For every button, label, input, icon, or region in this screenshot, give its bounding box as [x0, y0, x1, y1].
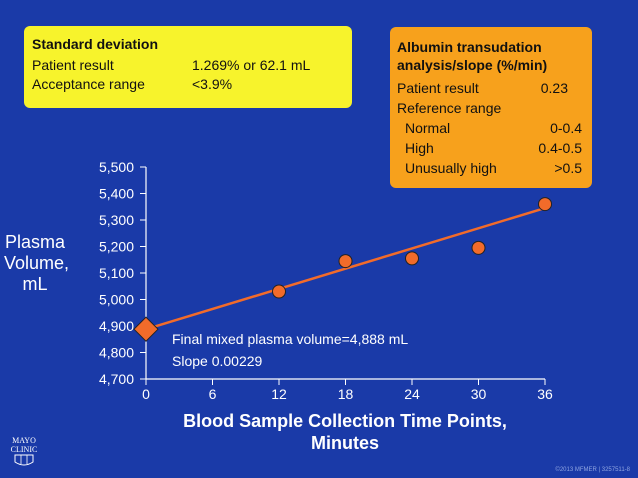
x-axis-label: Blood Sample Collection Time Points, Min…: [150, 410, 540, 454]
albumin-range-label: High: [405, 140, 434, 156]
y-tick-label: 5,100: [99, 265, 134, 281]
x-tick-label: 18: [338, 386, 354, 402]
x-tick-label: 30: [471, 386, 487, 402]
x-tick-label: 24: [404, 386, 420, 402]
shield-icon: [14, 454, 34, 466]
albumin-patient-row: Patient result 0.23: [397, 78, 582, 98]
data-point: [272, 284, 286, 299]
std-dev-acceptance-label: Acceptance range: [32, 76, 145, 92]
y-tick-label: 4,800: [99, 345, 134, 361]
albumin-range-value: 0.4-0.5: [538, 140, 582, 156]
albumin-range-value: 0-0.4: [550, 120, 582, 136]
albumin-reference-label: Reference range: [397, 100, 502, 116]
albumin-range-value: >0.5: [554, 160, 582, 176]
y-axis-label-line: Volume,: [4, 253, 70, 273]
y-tick-label: 5,400: [99, 186, 134, 202]
logo-line: CLINIC: [10, 445, 38, 454]
x-axis-label-line: Minutes: [310, 433, 379, 453]
chart-annotation: Final mixed plasma volume=4,888 mL Slope…: [172, 328, 408, 372]
std-dev-acceptance-value: <3.9%: [192, 76, 233, 92]
data-point: [405, 251, 419, 266]
data-point: [471, 240, 486, 255]
fit-line: [145, 206, 546, 331]
x-tick-label: 36: [537, 386, 553, 402]
intercept-marker: [133, 316, 159, 342]
albumin-reference-row: Reference range: [397, 98, 582, 118]
logo-line: MAYO: [12, 436, 36, 445]
x-tick-label: 0: [142, 386, 150, 402]
y-tick-label: 4,900: [99, 318, 134, 334]
y-tick-label: 5,500: [99, 159, 134, 175]
x-tick-label: 12: [271, 386, 287, 402]
annotation-final-volume: Final mixed plasma volume=4,888 mL: [172, 331, 409, 347]
std-dev-patient-value: 1.269% or 62.1 mL: [192, 57, 311, 73]
albumin-range-row: High 0.4-0.5: [397, 138, 582, 158]
y-tick-label: 5,000: [99, 292, 134, 308]
albumin-title-line1: Albumin transudation: [397, 39, 542, 55]
std-dev-patient-label: Patient result: [32, 57, 114, 73]
std-dev-title: Standard deviation: [32, 36, 159, 52]
copyright-text: ©2013 MFMER | 3257511-8: [555, 467, 630, 473]
data-point: [338, 254, 353, 269]
y-tick-label: 5,200: [99, 239, 134, 255]
albumin-range-row: Unusually high >0.5: [397, 158, 582, 178]
albumin-range-row: Normal 0-0.4: [397, 118, 582, 138]
albumin-range-label: Unusually high: [405, 160, 497, 176]
y-axis-label-line: mL: [22, 274, 48, 294]
albumin-patient-value: 0.23: [540, 80, 568, 96]
albumin-title: Albumin transudation analysis/slope (%/m…: [397, 38, 582, 74]
std-dev-row: Patient result 1.269% or 62.1 mL: [32, 57, 342, 73]
std-dev-row: Acceptance range <3.9%: [32, 76, 342, 92]
y-axis-label-line: Plasma: [4, 232, 66, 252]
albumin-patient-label: Patient result: [397, 80, 479, 96]
y-axis-label: Plasma Volume, mL: [4, 232, 70, 295]
x-tick-label: 6: [209, 386, 217, 402]
albumin-range-label: Normal: [405, 120, 451, 136]
albumin-title-line2: analysis/slope (%/min): [397, 57, 548, 73]
data-point: [538, 197, 552, 212]
x-axis-label-line: Blood Sample Collection Time Points,: [183, 411, 507, 431]
y-tick-label: 5,300: [99, 212, 134, 228]
std-dev-box: Standard deviation Patient result 1.269%…: [24, 26, 352, 108]
mayo-clinic-logo: MAYO CLINIC: [6, 436, 42, 470]
y-tick-label: 4,700: [99, 371, 134, 387]
albumin-box: Albumin transudation analysis/slope (%/m…: [390, 27, 592, 188]
annotation-slope: Slope 0.00229: [172, 353, 263, 369]
